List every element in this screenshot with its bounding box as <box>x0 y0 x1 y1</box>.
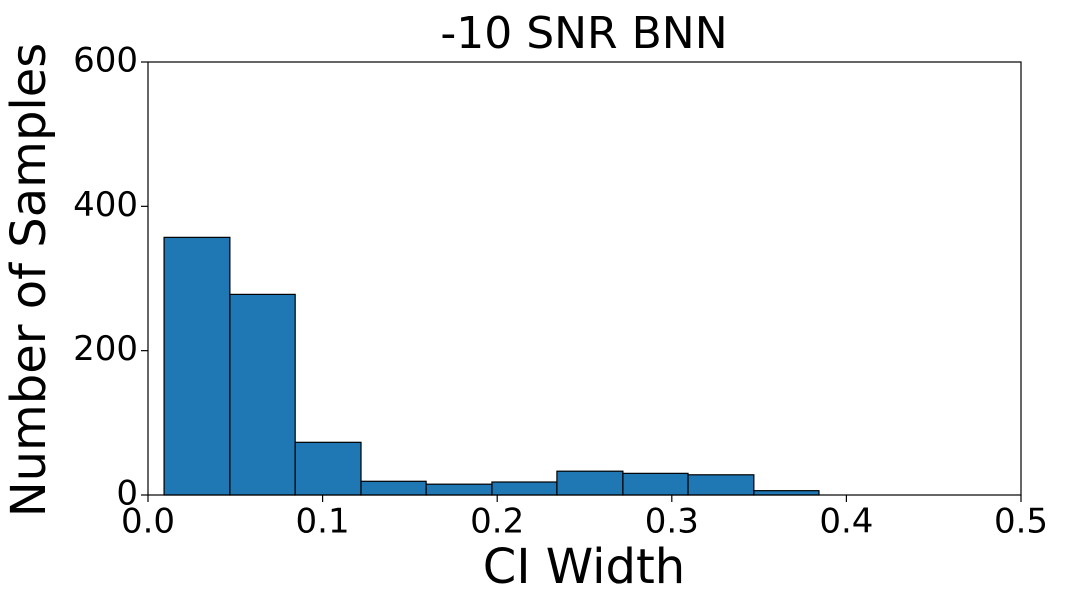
bar <box>229 293 296 496</box>
x-axis-label: CI Width <box>483 539 685 595</box>
bar <box>622 472 689 496</box>
bar <box>687 474 755 496</box>
plot-frame <box>147 61 1022 496</box>
y-tick-label: 600 <box>73 41 138 81</box>
x-tick-label: 0.4 <box>819 502 873 542</box>
bar <box>425 483 493 496</box>
chart-title: -10 SNR BNN <box>440 8 727 59</box>
y-tick-label: 200 <box>73 329 138 369</box>
x-tick-label: 0.5 <box>994 502 1048 542</box>
x-tick-label: 0.0 <box>121 502 175 542</box>
x-tick-label: 0.1 <box>296 502 350 542</box>
y-axis-label: Number of Samples <box>1 43 57 518</box>
bar <box>360 480 427 496</box>
bar <box>556 470 624 496</box>
bar <box>163 236 231 496</box>
bar <box>753 490 820 496</box>
bar <box>294 441 362 496</box>
y-tick-label: 400 <box>73 185 138 225</box>
y-tick-label: 0 <box>116 474 138 514</box>
x-tick-label: 0.2 <box>470 502 524 542</box>
x-tick-label: 0.3 <box>645 502 699 542</box>
bar <box>491 481 558 496</box>
